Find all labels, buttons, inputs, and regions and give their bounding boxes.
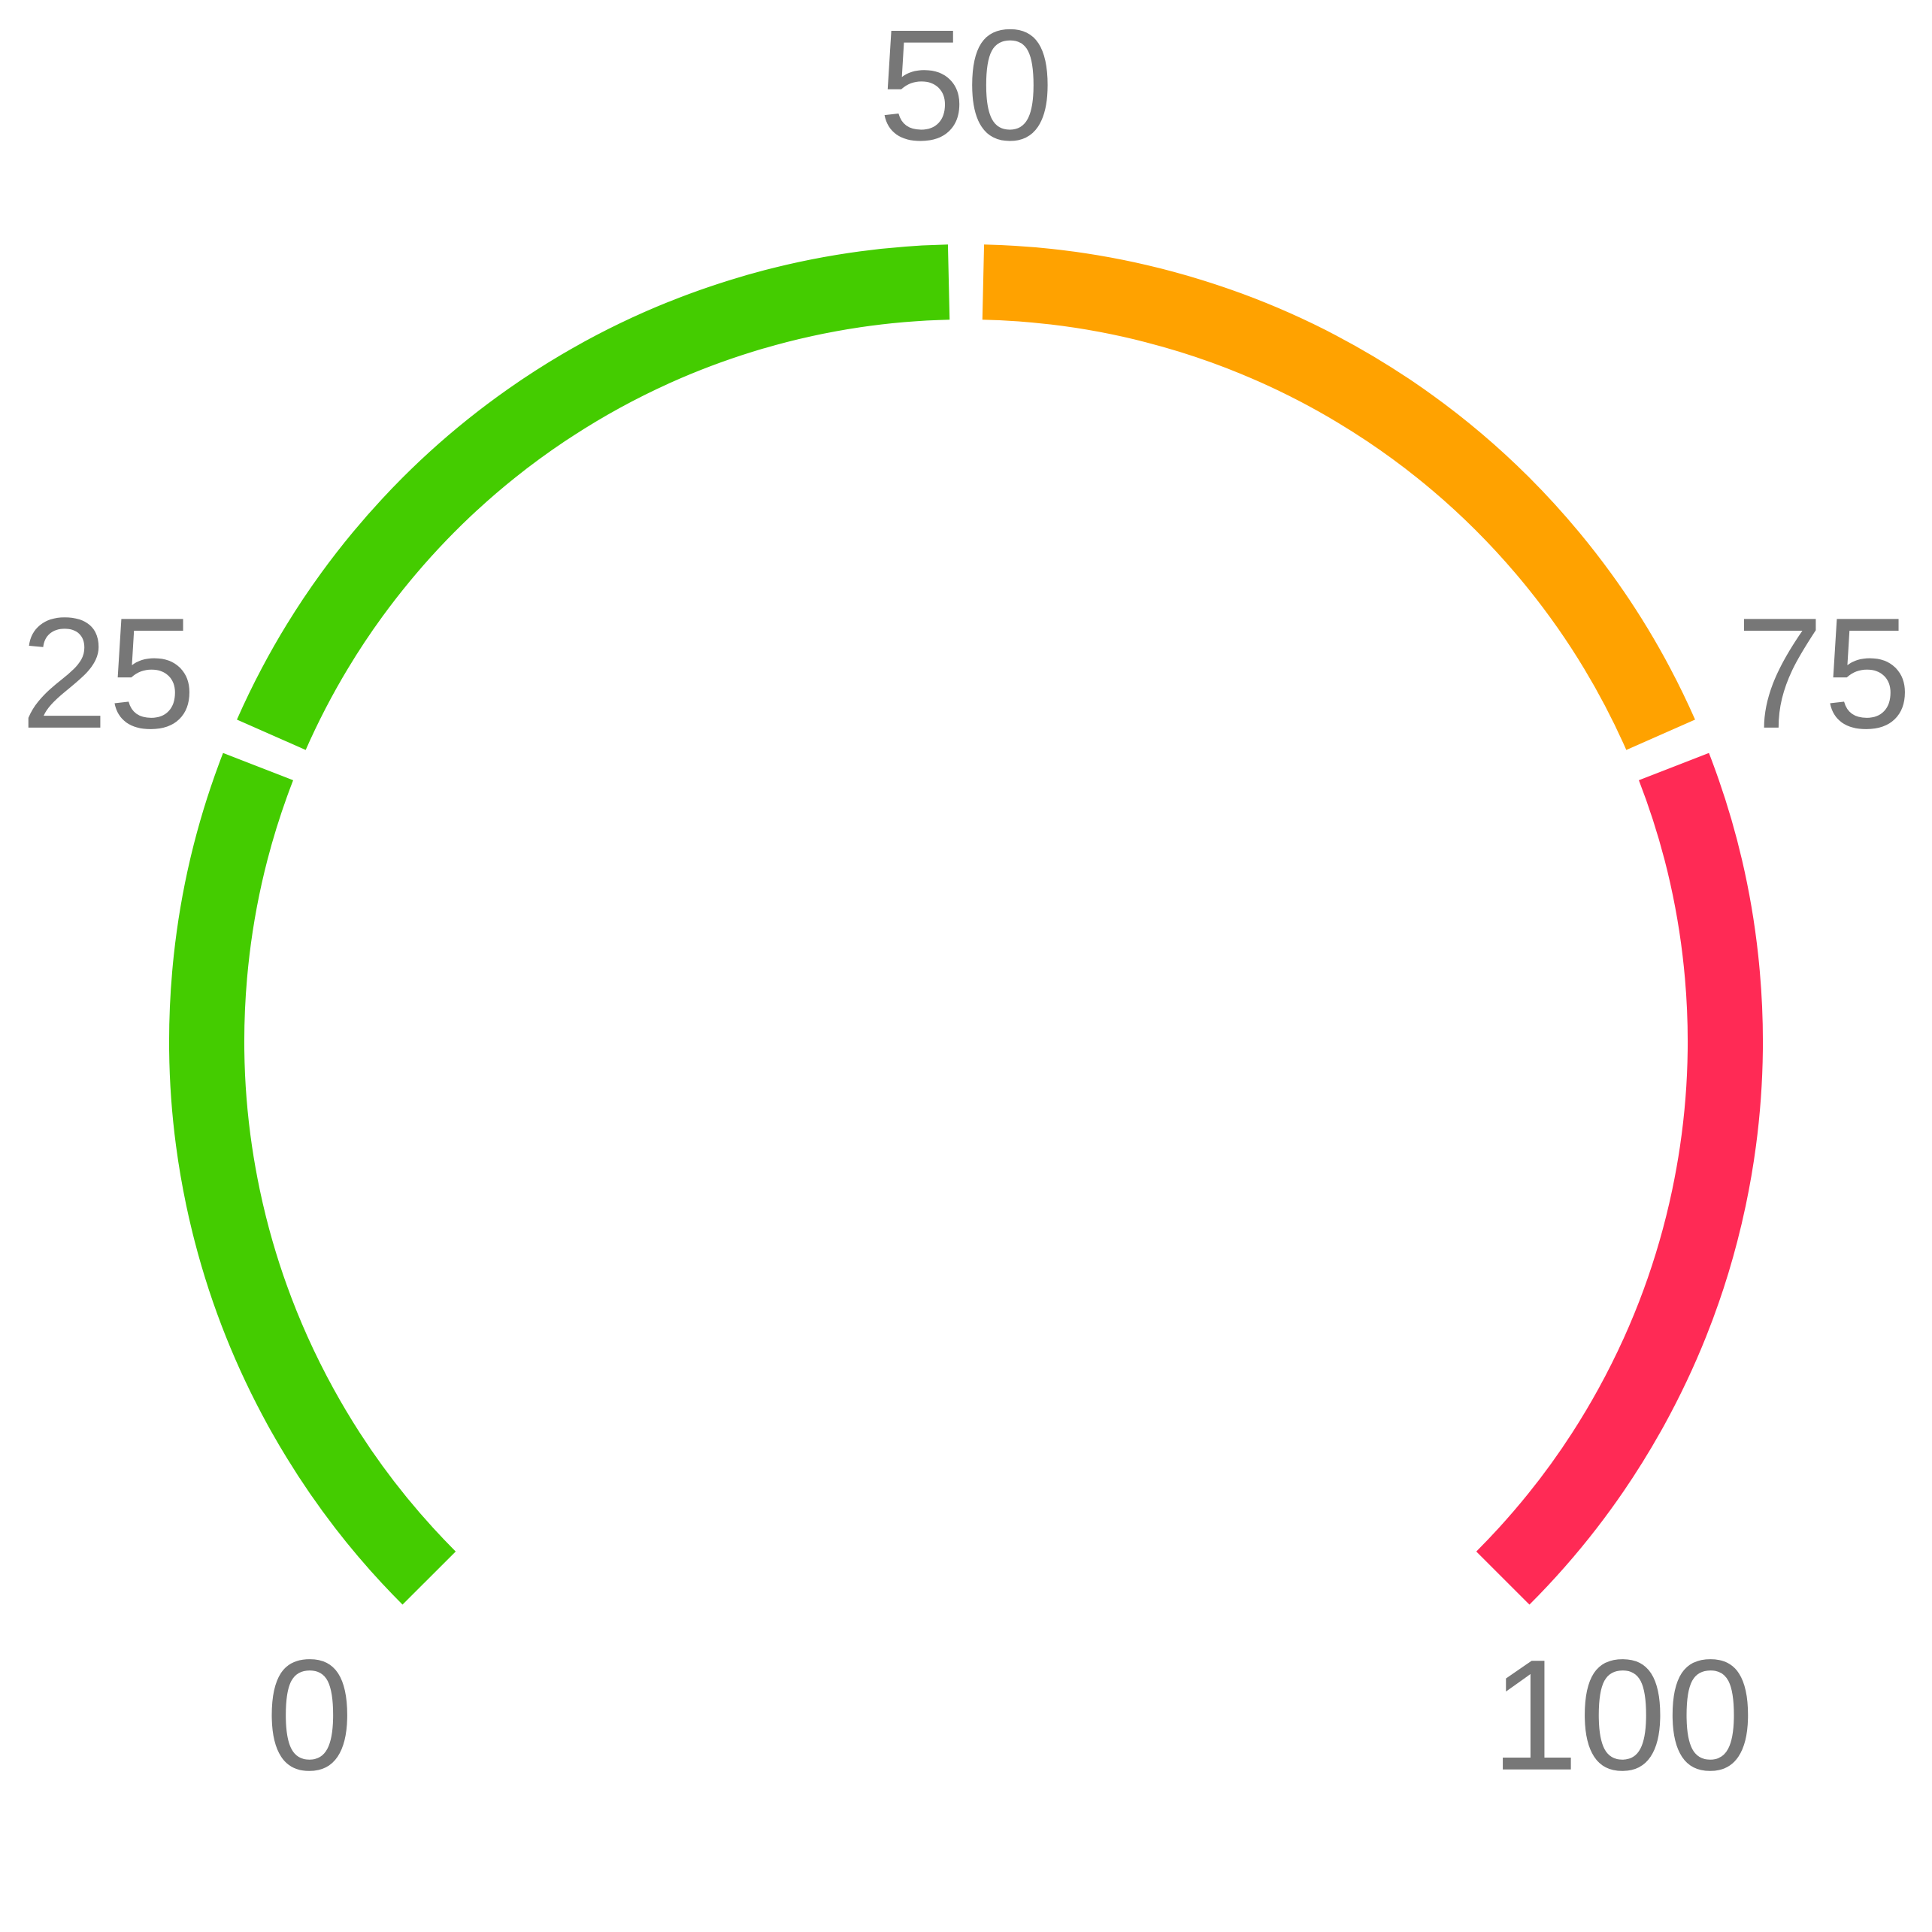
band-green-low (169, 753, 456, 1605)
tick-label-0: 0 (265, 1627, 353, 1803)
tick-label-100: 100 (1491, 1627, 1754, 1803)
tick-label-25: 25 (20, 585, 196, 762)
gauge-tick-labels: 0 25 50 75 100 (20, 0, 1912, 1803)
band-orange (982, 244, 1695, 750)
tick-label-75: 75 (1736, 585, 1912, 762)
band-green-high (237, 244, 950, 750)
gauge-bands (169, 244, 1763, 1605)
band-red (1476, 753, 1763, 1605)
tick-label-50: 50 (878, 0, 1054, 173)
